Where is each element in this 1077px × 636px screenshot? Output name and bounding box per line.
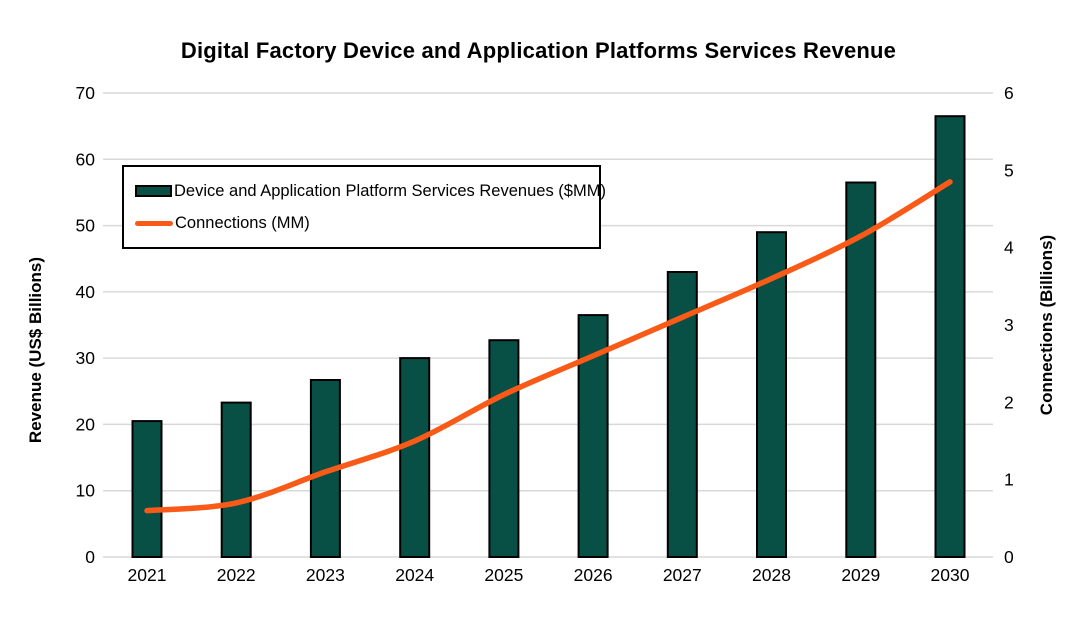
- legend-label-connections: Connections (MM): [175, 213, 310, 232]
- bar-2022: [220, 401, 252, 558]
- revenue-bar-swatch: [135, 184, 172, 197]
- left-tick-60: 60: [76, 149, 96, 169]
- left-tick-70: 70: [76, 83, 96, 103]
- left-tick-0: 0: [85, 547, 95, 567]
- x-tick-2023: 2023: [306, 565, 345, 585]
- x-tick-2026: 2026: [574, 565, 613, 585]
- right-tick-4: 4: [1004, 238, 1014, 258]
- x-tick-2029: 2029: [841, 565, 880, 585]
- connections-line: [144, 179, 953, 514]
- bar-2028: [756, 231, 787, 558]
- bar-2024: [399, 357, 431, 558]
- legend-item-revenue: Device and Application Platform Services…: [135, 183, 606, 200]
- left-tick-30: 30: [76, 348, 96, 368]
- bar-2025: [488, 339, 520, 559]
- x-tick-2027: 2027: [663, 565, 702, 585]
- x-tick-2022: 2022: [217, 565, 256, 585]
- bar-2029: [845, 181, 877, 558]
- x-tick-2025: 2025: [484, 565, 523, 585]
- left-tick-50: 50: [76, 216, 96, 236]
- x-tick-2028: 2028: [752, 565, 791, 585]
- x-tick-2021: 2021: [128, 565, 167, 585]
- legend: Device and Application Platform Services…: [122, 165, 606, 249]
- x-tick-2024: 2024: [395, 565, 434, 585]
- right-tick-1: 1: [1004, 470, 1014, 490]
- connections-line-swatch: [135, 220, 173, 226]
- x-tick-2030: 2030: [931, 565, 970, 585]
- left-tick-20: 20: [76, 414, 96, 434]
- chart-title: Digital Factory Device and Application P…: [180, 38, 897, 63]
- right-tick-0: 0: [1004, 547, 1014, 567]
- right-axis-title: Connections (Billions): [1037, 234, 1056, 416]
- left-axis-title: Revenue (US$ Billions): [26, 256, 45, 444]
- left-tick-10: 10: [76, 481, 96, 501]
- right-tick-2: 2: [1004, 392, 1014, 412]
- right-tick-3: 3: [1004, 315, 1014, 335]
- right-tick-6: 6: [1004, 83, 1014, 103]
- bar-2021: [131, 420, 163, 558]
- legend-label-revenue: Device and Application Platform Services…: [174, 181, 606, 200]
- legend-item-connections: Connections (MM): [135, 215, 599, 232]
- left-tick-40: 40: [76, 282, 96, 302]
- right-tick-5: 5: [1004, 160, 1014, 180]
